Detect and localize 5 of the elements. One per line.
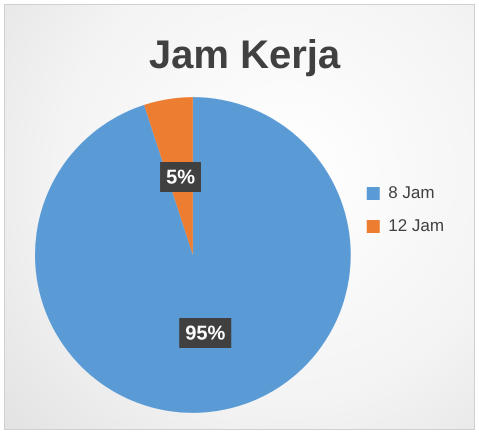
- legend-label: 12 Jam: [388, 216, 444, 236]
- chart-title: Jam Kerja: [148, 33, 341, 78]
- data-label: 95%: [185, 322, 226, 344]
- data-label: 5%: [166, 166, 196, 189]
- legend-label: 8 Jam: [388, 183, 435, 202]
